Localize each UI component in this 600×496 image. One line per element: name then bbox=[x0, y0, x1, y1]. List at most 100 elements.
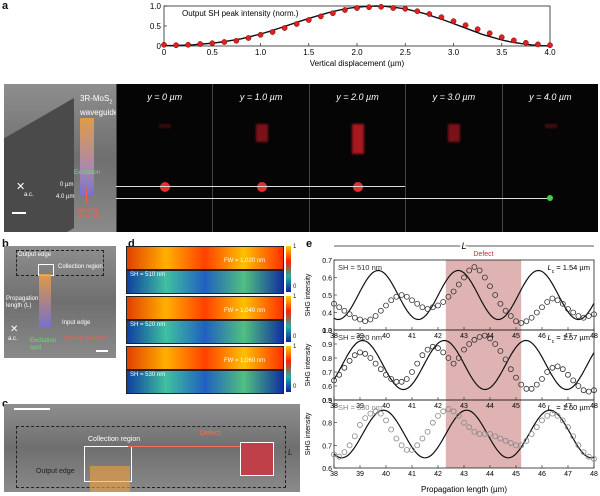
e-data-point bbox=[487, 431, 493, 437]
e-data-point bbox=[554, 412, 561, 419]
e-data-point bbox=[466, 341, 473, 347]
data-point bbox=[535, 41, 541, 48]
e-data-point bbox=[377, 307, 384, 314]
e-data-point bbox=[346, 357, 353, 364]
frame-label: y = 4.0 µm bbox=[529, 92, 572, 102]
e-data-point bbox=[549, 364, 556, 371]
e-data-point bbox=[570, 433, 577, 440]
e-x-tick-label: 43 bbox=[460, 333, 468, 340]
e-x-tick-label: 42 bbox=[434, 471, 442, 478]
e-y-tick-label: 0.9 bbox=[322, 342, 332, 349]
e-data-point bbox=[575, 313, 582, 319]
y-tick-label: 0.5 bbox=[150, 22, 162, 31]
data-point bbox=[523, 39, 529, 46]
colorbar-min: 0 bbox=[293, 284, 297, 290]
e-data-point bbox=[419, 435, 426, 442]
e-data-point bbox=[398, 378, 405, 385]
frame-label: y = 1.0 µm bbox=[239, 92, 283, 102]
shg-emission bbox=[255, 124, 268, 142]
panel-letter-d: d bbox=[128, 238, 135, 250]
collection-label: Collection region bbox=[58, 264, 103, 270]
e-data-point bbox=[383, 302, 389, 309]
c-beam bbox=[90, 466, 130, 492]
e-data-point bbox=[591, 387, 597, 394]
e-data-point bbox=[351, 433, 358, 440]
x-tick-label: 1.0 bbox=[255, 48, 267, 57]
e-data-point bbox=[403, 376, 410, 382]
c-output-edge-label: Output edge bbox=[36, 468, 75, 475]
e-x-tick-label: 41 bbox=[408, 403, 416, 410]
shg-frames: y = 0 µm y = 1.0 µm y = 2.0 µm y = 3.0 µm y … bbox=[116, 84, 598, 232]
e-data-point bbox=[336, 453, 343, 460]
e-data-point bbox=[497, 435, 504, 442]
e-y-tick-label: 0.6 bbox=[322, 466, 332, 473]
b-excitation-label: Excitation spot bbox=[30, 338, 57, 351]
e-data-point bbox=[424, 346, 431, 353]
e-data-point bbox=[570, 309, 577, 316]
propagation-gradient bbox=[80, 118, 94, 196]
e-x-tick-label: 47 bbox=[564, 471, 572, 478]
e-data-point bbox=[528, 385, 535, 392]
e-data-point bbox=[393, 293, 400, 300]
e-data-point bbox=[513, 318, 519, 325]
e-data-point bbox=[440, 299, 447, 305]
excitation-spot bbox=[352, 182, 363, 192]
e-data-point bbox=[549, 410, 556, 417]
data-point bbox=[281, 25, 288, 31]
e-data-point bbox=[533, 309, 540, 316]
data-point bbox=[245, 35, 252, 41]
e-x-tick-label: 46 bbox=[538, 403, 546, 410]
e-data-point bbox=[372, 360, 379, 367]
e-data-point bbox=[585, 313, 592, 319]
y-tick-label: 1.0 bbox=[150, 2, 162, 11]
y4-label: 4.0 µm bbox=[56, 194, 75, 200]
e-data-point bbox=[367, 410, 374, 417]
e-data-point bbox=[471, 264, 478, 270]
c-scale-bar bbox=[14, 408, 50, 410]
e-fit-line bbox=[333, 409, 595, 459]
e-y-tick-label: 0.6 bbox=[322, 276, 332, 283]
x-tick-label: 2.5 bbox=[400, 48, 412, 57]
sh-label: SH = 530 nm bbox=[130, 372, 166, 378]
e-data-point bbox=[492, 292, 499, 298]
e-data-point bbox=[502, 356, 509, 363]
x-tick-label: 0.5 bbox=[207, 48, 219, 57]
moving-direction-label: Moving direction bbox=[78, 208, 101, 220]
e-data-point bbox=[331, 451, 337, 458]
e-y-tick-label: 1.0 bbox=[322, 328, 332, 335]
sh-wavelength-label: SH = 520 nm bbox=[338, 333, 382, 342]
e-data-point bbox=[372, 313, 379, 319]
e-data-point bbox=[409, 369, 415, 375]
e-data-point bbox=[419, 304, 426, 311]
e-y-tick-label: 0.7 bbox=[322, 443, 332, 450]
sh-heatmap bbox=[126, 320, 284, 344]
fw-label: FW = 1,060 nm bbox=[224, 358, 266, 364]
shg-emission bbox=[159, 124, 172, 128]
colorbar bbox=[286, 296, 291, 342]
e-data-point bbox=[445, 293, 452, 300]
e-data-point bbox=[492, 433, 499, 440]
e-data-point bbox=[565, 306, 571, 312]
lc-label: Lc = 1.60 µm bbox=[548, 403, 590, 415]
sh-label: SH = 510 nm bbox=[130, 272, 166, 278]
e-x-tick-label: 46 bbox=[538, 333, 546, 340]
e-data-point bbox=[357, 349, 363, 356]
colorbar-min: 0 bbox=[293, 384, 297, 390]
shg-emission bbox=[544, 124, 557, 128]
shg-emission bbox=[351, 124, 364, 154]
e-data-point bbox=[336, 304, 343, 311]
defect-inset bbox=[240, 442, 274, 476]
sh-wavelength-label: SH = 530 nm bbox=[338, 403, 382, 412]
e-data-point bbox=[351, 314, 358, 321]
data-point bbox=[317, 13, 324, 20]
e-data-point bbox=[559, 300, 566, 307]
propagation-label: Propagation length (L) bbox=[6, 296, 39, 309]
colorbar-max: 1 bbox=[293, 244, 297, 250]
e-x-tick-label: 41 bbox=[408, 333, 416, 340]
e-x-tick-label: 46 bbox=[538, 471, 546, 478]
e-x-tick-label: 45 bbox=[512, 333, 520, 340]
fw-label: FW = 1,040 nm bbox=[224, 308, 266, 314]
e-y-axis-label: SHG intensity bbox=[305, 412, 312, 455]
e-data-point bbox=[544, 299, 551, 305]
e-data-point bbox=[471, 336, 478, 343]
